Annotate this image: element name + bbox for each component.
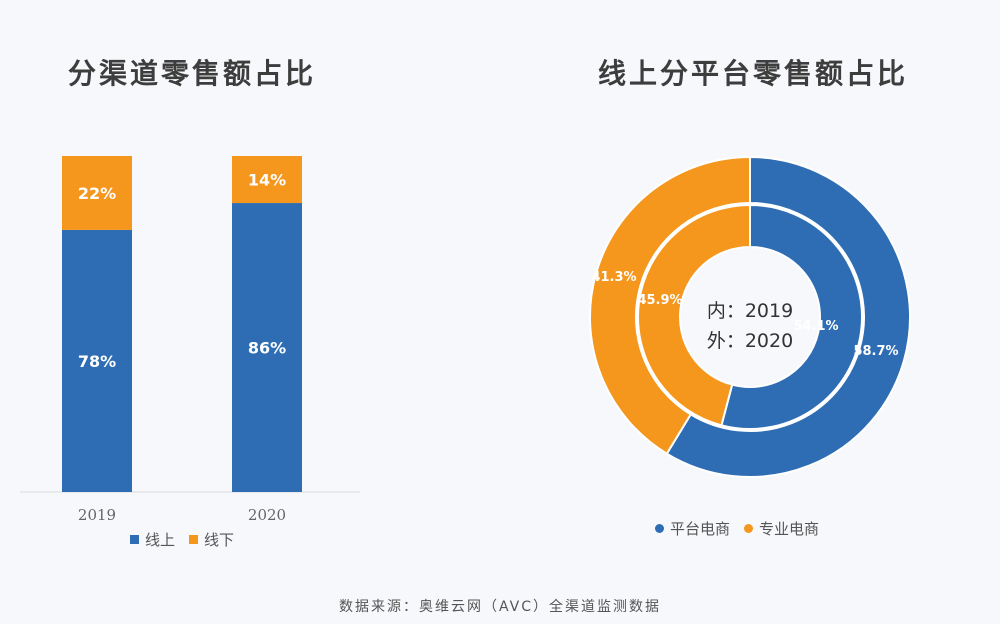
legend-item-platform: 平台电商 xyxy=(655,518,730,539)
legend-item-online: 线上 xyxy=(130,529,175,550)
legend-item-professional: 专业电商 xyxy=(744,518,819,539)
bar-data-label: 22% xyxy=(78,184,116,203)
nested-donut-chart: 54.1% 45.9% 58.7% 41.3% xyxy=(589,155,911,478)
bar-data-label: 14% xyxy=(248,171,286,190)
x-tick-label: 2019 xyxy=(78,506,116,524)
bar-data-label: 86% xyxy=(248,339,286,358)
center-line-outer: 外：2020 xyxy=(706,330,794,352)
legend-swatch-platform xyxy=(655,524,664,533)
bar-segment-2019-online xyxy=(62,229,132,493)
bar-segment-2020-offline xyxy=(232,156,302,204)
donut-data-label: 45.9% xyxy=(637,293,682,308)
stacked-bar-chart: 78% 22% 2019 86% 14% 2020 xyxy=(20,156,360,524)
donut-data-label: 58.7% xyxy=(853,344,898,359)
donut-slice-2020-professional xyxy=(589,155,751,456)
legend-label-offline: 线下 xyxy=(204,531,235,549)
donut-slice-2020-platform xyxy=(665,155,911,478)
legend-label-professional: 专业电商 xyxy=(759,520,820,538)
donut-slice-2019-professional xyxy=(637,203,751,427)
donut-center-label: 内：2019 外：2020 xyxy=(690,296,810,356)
x-tick-label: 2020 xyxy=(248,506,286,524)
legend-swatch-professional xyxy=(744,524,754,533)
donut-slice-2019-platform xyxy=(720,203,863,430)
donut-legend: 平台电商 专业电商 xyxy=(655,518,833,539)
bar-legend: 线上 线下 xyxy=(130,529,248,550)
center-line-inner: 内：2019 xyxy=(706,300,794,322)
donut-data-label: 54.1% xyxy=(793,319,838,334)
bar-segment-2019-offline xyxy=(62,156,132,230)
legend-label-platform: 平台电商 xyxy=(670,520,731,538)
bar-data-label: 78% xyxy=(78,352,116,371)
bar-chart-title: 分渠道零售额占比 xyxy=(68,57,317,90)
legend-label-online: 线上 xyxy=(145,531,176,549)
donut-data-label: 41.3% xyxy=(591,270,636,285)
bar-segment-2020-online xyxy=(232,203,302,493)
data-source-note: 数据来源：奥维云网（AVC）全渠道监测数据 xyxy=(338,599,662,615)
legend-swatch-offline xyxy=(189,535,199,544)
legend-swatch-online xyxy=(130,535,139,544)
donut-chart-title: 线上分平台零售额占比 xyxy=(598,57,909,90)
legend-item-offline: 线下 xyxy=(189,529,234,550)
